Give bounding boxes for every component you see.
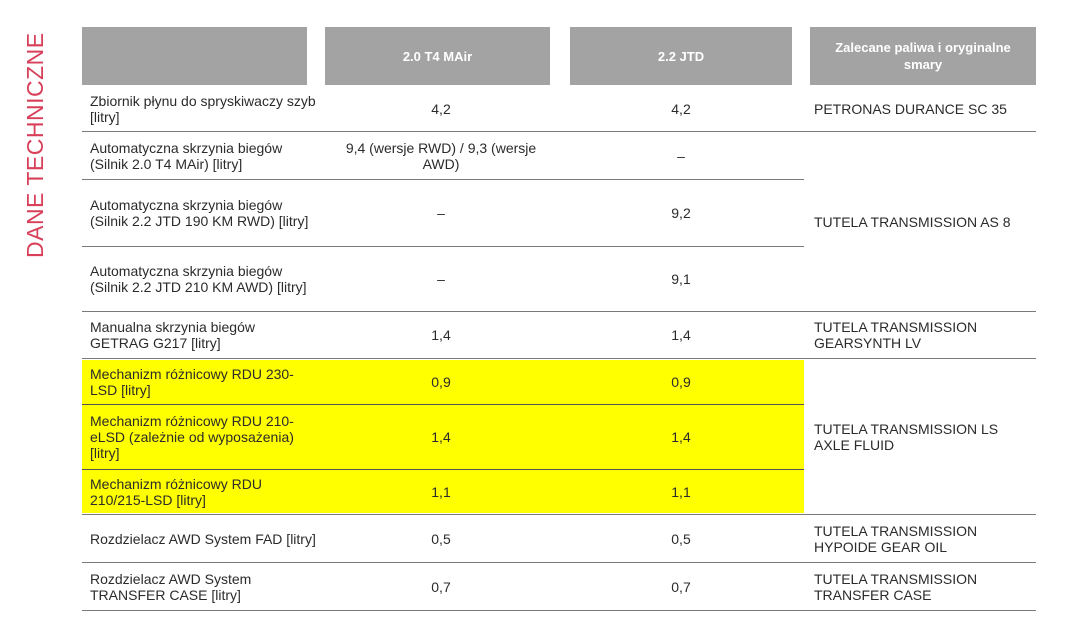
- row-value-22: 0,7: [671, 578, 691, 595]
- row-label: Mechanizm różnicowy RDU 230-LSD [litry]: [90, 365, 294, 398]
- row-label: Rozdzielacz AWD System TRANSFER CASE [li…: [90, 570, 252, 603]
- row-value-22: 0,9: [671, 373, 691, 390]
- row-fluid: TUTELA TRANSMISSION AS 8: [814, 213, 1011, 230]
- row-value-22: 9,1: [671, 271, 691, 287]
- section-title: DANE TECHNICZNE: [22, 32, 48, 258]
- row-value-22: 1,4: [671, 429, 691, 445]
- table-row: Zbiornik płynu do spryskiwaczy szyb [lit…: [82, 88, 1036, 130]
- header-engine-22: 2.2 JTD: [570, 27, 792, 85]
- row-value-20: 0,7: [431, 578, 451, 595]
- row-fluid: PETRONAS DURANCE SC 35: [814, 101, 1007, 117]
- row-value-20: 1,4: [431, 429, 451, 445]
- row-value-22: 9,2: [671, 205, 691, 221]
- row-value-20: 9,4 (wersje RWD) / 9,3 (wersje AWD): [345, 139, 537, 172]
- row-value-20: 4,2: [431, 101, 451, 117]
- table-row: Rozdzielacz AWD System FAD [litry] 0,5 0…: [82, 516, 1036, 561]
- row-fluid: TUTELA TRANSMISSION GEARSYNTH LV: [814, 319, 978, 351]
- table-row: Automatyczna skrzynia biegów (Silnik 2.0…: [82, 133, 1036, 178]
- highlight-block: [82, 360, 804, 513]
- table-row: Automatyczna skrzynia biegów (Silnik 2.2…: [82, 248, 1036, 310]
- row-label: Mechanizm różnicowy RDU 210/215-LSD [lit…: [90, 476, 262, 508]
- header-engine-20: 2.0 T4 MAir: [325, 27, 550, 85]
- row-value-22: 1,4: [671, 327, 691, 343]
- fluid-merged-cell: TUTELA TRANSMISSION AS 8: [82, 133, 1036, 310]
- row-label: Automatyczna skrzynia biegów (Silnik 2.2…: [90, 263, 307, 295]
- table-row: Manualna skrzynia biegów GETRAG G217 [li…: [82, 313, 1036, 357]
- table-row: Mechanizm różnicowy RDU 210-eLSD (zależn…: [82, 406, 1036, 468]
- row-value-20: 0,5: [431, 530, 451, 547]
- row-label: Mechanizm różnicowy RDU 210-eLSD (zależn…: [90, 413, 294, 461]
- row-value-22: –: [677, 147, 685, 164]
- row-label: Zbiornik płynu do spryskiwaczy szyb [lit…: [90, 93, 316, 125]
- row-fluid: TUTELA TRANSMISSION LS AXLE FLUID: [814, 420, 999, 453]
- row-label: Rozdzielacz AWD System FAD [litry]: [90, 530, 316, 547]
- row-value-20: 1,1: [431, 484, 451, 500]
- row-value-22: 0,5: [671, 530, 691, 547]
- row-fluid: TUTELA TRANSMISSION HYPOIDE GEAR OIL: [814, 522, 978, 555]
- row-value-22: 4,2: [671, 101, 691, 117]
- row-value-22: 1,1: [671, 484, 691, 500]
- row-label: Automatyczna skrzynia biegów (Silnik 2.2…: [90, 197, 309, 229]
- row-fluid: TUTELA TRANSMISSION TRANSFER CASE: [814, 570, 978, 603]
- header-blank: [82, 27, 307, 85]
- header-fluids-line2: smary: [903, 57, 943, 72]
- fluid-merged-cell: TUTELA TRANSMISSION LS AXLE FLUID: [82, 360, 1036, 513]
- table-row: Automatyczna skrzynia biegów (Silnik 2.2…: [82, 181, 1036, 245]
- row-value-20: 1,4: [431, 327, 451, 343]
- row-value-20: –: [437, 205, 445, 221]
- row-value-20: –: [437, 271, 445, 287]
- row-value-20: 0,9: [431, 373, 451, 390]
- table-row: Mechanizm różnicowy RDU 210/215-LSD [lit…: [82, 471, 1036, 513]
- header-fluids: Zalecane paliwa i oryginalne smary: [810, 27, 1036, 85]
- row-label: Manualna skrzynia biegów GETRAG G217 [li…: [90, 319, 255, 351]
- table-row: Mechanizm różnicowy RDU 230-LSD [litry] …: [82, 360, 1036, 403]
- table-row: Rozdzielacz AWD System TRANSFER CASE [li…: [82, 564, 1036, 609]
- row-label: Automatyczna skrzynia biegów (Silnik 2.0…: [90, 139, 283, 172]
- header-fluids-line1: Zalecane paliwa i oryginalne: [835, 40, 1011, 55]
